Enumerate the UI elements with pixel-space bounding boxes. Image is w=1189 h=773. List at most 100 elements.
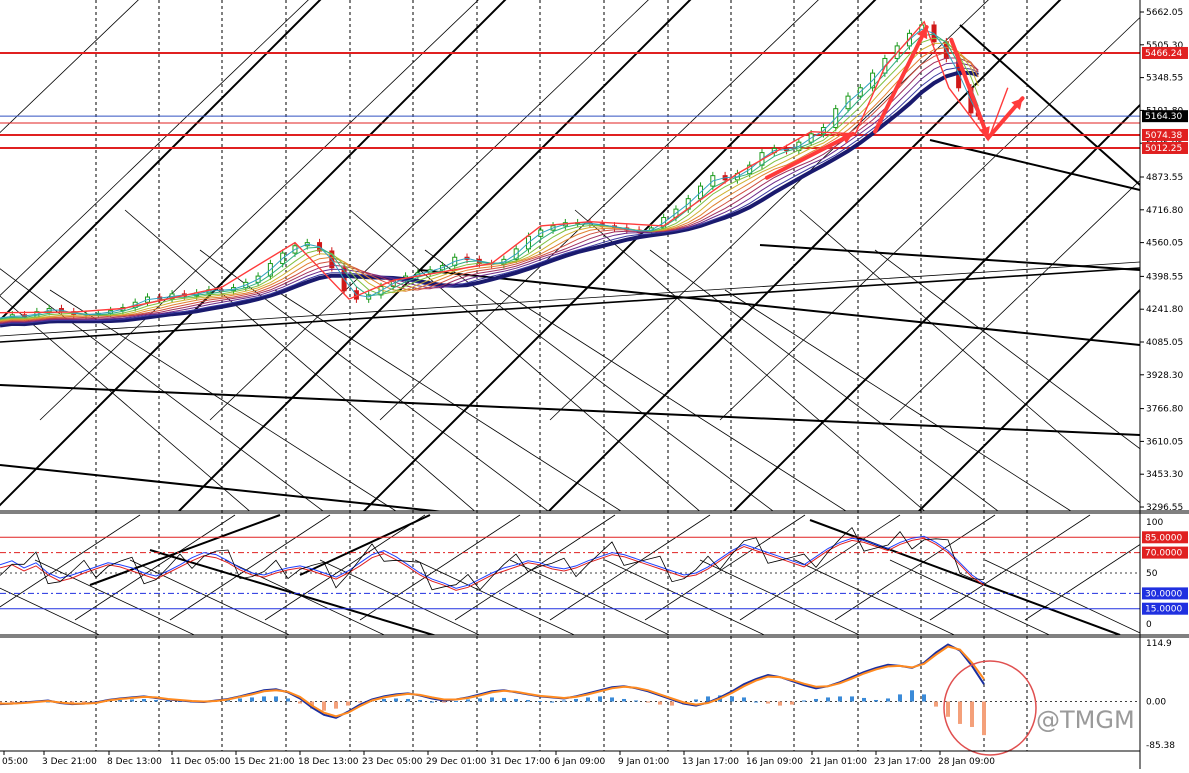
annotation-arrowhead [840, 133, 853, 144]
ma-ribbon-line [0, 57, 979, 324]
rsi-trend-up [169, 514, 331, 621]
macd-histogram-bar [286, 698, 290, 702]
macd-histogram-bar [430, 701, 434, 703]
macd-histogram-bar [910, 690, 914, 702]
macd-histogram-bar [406, 698, 410, 702]
annotation-arrowhead [979, 126, 990, 138]
trendline-group [0, 0, 1140, 635]
price-label-text: 5466.24 [1145, 49, 1182, 59]
macd-histogram-bar [502, 697, 506, 702]
macd-histogram-bar [742, 697, 746, 702]
rsi-axis-label: 0 [1146, 620, 1152, 630]
macd-histogram-bar [946, 701, 950, 717]
rsi-trend-down [699, 559, 861, 635]
rsi-axis-label: 70.0000 [1145, 549, 1182, 559]
trendline-up-thin [39, 0, 479, 421]
rsi-axis-label: 100 [1146, 518, 1163, 528]
rsi-axis-label: 85.0000 [1145, 533, 1182, 543]
rsi-level-box [1142, 587, 1188, 600]
highlight-circle [943, 660, 1037, 756]
macd-histogram-bar [346, 701, 350, 706]
macd-histogram-bar [526, 699, 530, 702]
price-label-box [1142, 110, 1188, 123]
rsi-trend-down [414, 559, 576, 635]
trendline-down-thin [124, 209, 476, 511]
ma-ribbon-line [0, 62, 979, 325]
rsi-trend-up [929, 514, 1091, 621]
rsi-trend-thick [809, 519, 1121, 635]
time-axis-label: 15 Dec 21:00 [234, 757, 295, 767]
trendline-down-thin [49, 289, 397, 511]
time-axis-label: 11 Dec 05:00 [170, 757, 231, 767]
rsi-trend-down [0, 587, 101, 635]
rsi-trend-down [34, 559, 196, 635]
time-axis-label: 13 Jan 17:00 [682, 757, 739, 767]
trendline-channel [419, 269, 1140, 346]
trendline-down-thin [874, 249, 1140, 450]
trendline-down-thin [724, 289, 1072, 511]
price-label-text: 5164.30 [1145, 112, 1182, 122]
rsi-trend-down [984, 559, 1140, 634]
macd-series-line [0, 645, 985, 718]
trendline-channel [959, 24, 1140, 186]
macd-histogram-bar [142, 698, 146, 702]
price-axis-label: 5662.05 [1146, 8, 1183, 18]
macd-histogram-bar [382, 698, 386, 702]
macd-histogram-bar [610, 697, 614, 702]
price-pane [0, 20, 1140, 328]
rsi-pane [0, 526, 1140, 610]
macd-histogram-bar [982, 701, 986, 736]
time-axis-label: 23 Dec 05:00 [362, 757, 423, 767]
rsi-level-box [1142, 531, 1188, 544]
macd-histogram-bar [886, 698, 890, 702]
rsi-trend-up [834, 514, 996, 621]
rsi-trend-up [1024, 544, 1140, 621]
price-axis-label: 3766.80 [1146, 405, 1183, 415]
rsi-trend-up [739, 514, 901, 621]
trendline-down-thin [799, 209, 1140, 504]
rsi-trend-up [359, 514, 521, 621]
trendline-down-thin [0, 295, 251, 511]
trendline-down-thin [574, 209, 926, 511]
rsi-trend-down [509, 559, 671, 635]
macd-histogram-bar [898, 694, 902, 702]
macd-histogram-bar [394, 698, 398, 702]
macd-histogram-bar [82, 701, 86, 703]
macd-histogram-bar [70, 701, 74, 704]
macd-histogram-bar [298, 701, 302, 704]
trendline-base-thin [0, 261, 1140, 337]
macd-histogram-bar [550, 701, 554, 703]
macd-histogram-bar [274, 696, 278, 702]
macd-histogram-bar [574, 698, 578, 702]
price-axis-label: 4398.55 [1146, 272, 1183, 282]
macd-histogram-bar [238, 698, 242, 702]
macd-histogram-bar [922, 694, 926, 702]
macd-histogram-bar [766, 701, 770, 704]
trendline-up-thin [889, 179, 1140, 421]
price-label-box [1142, 141, 1188, 154]
trendline-up-thin [0, 0, 139, 134]
price-axis-label: 3928.30 [1146, 371, 1183, 381]
annotation-arrowhead [916, 27, 928, 40]
rsi-trend-up [0, 514, 141, 608]
macd-histogram-bar [778, 701, 782, 706]
price-axis-label: 5348.55 [1146, 74, 1183, 84]
rsi-axis-label: 50 [1146, 569, 1158, 579]
macd-histogram-bar [622, 698, 626, 702]
macd-histogram-bar [454, 701, 458, 703]
macd-histogram-bar [442, 701, 446, 703]
price-axis-label: 3610.05 [1146, 437, 1183, 447]
annotation-arrow [764, 131, 855, 180]
macd-axis-label: -85.38 [1146, 741, 1175, 751]
trendline-down-thin [499, 289, 847, 511]
macd-histogram-bar [250, 697, 254, 702]
stoch-series-line [0, 526, 985, 591]
macd-histogram-bar [562, 700, 566, 702]
trendline-down-thin [424, 249, 774, 511]
time-axis-label: 29 Dec 01:00 [426, 757, 487, 767]
macd-histogram-bar [706, 696, 710, 702]
macd-histogram-bar [322, 701, 326, 711]
macd-histogram-bar [694, 699, 698, 702]
